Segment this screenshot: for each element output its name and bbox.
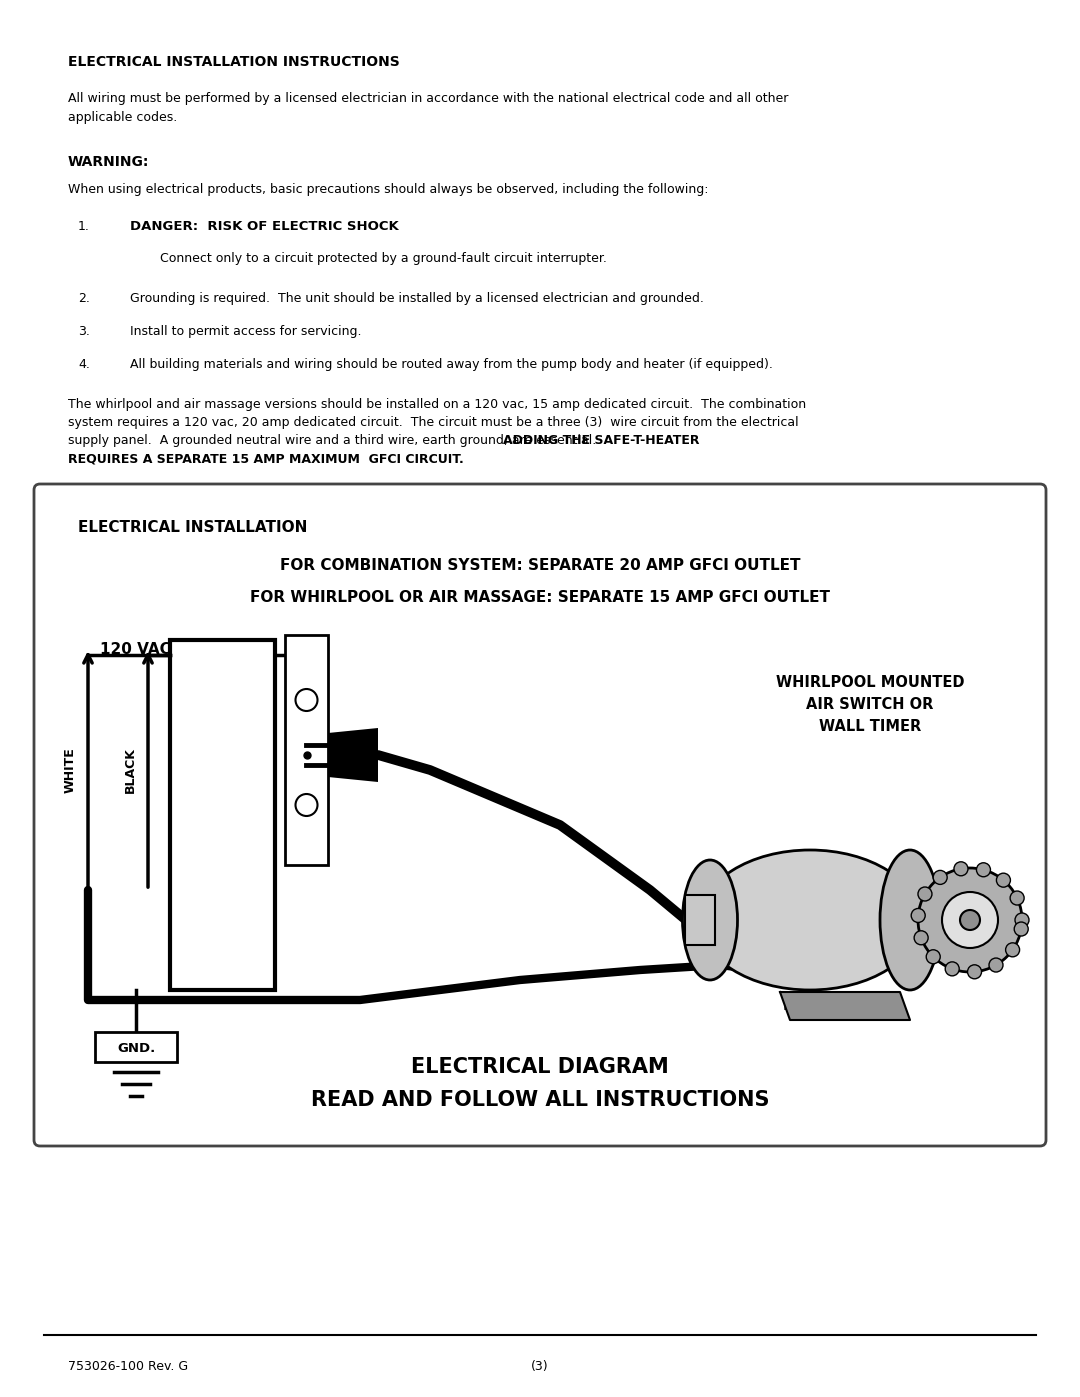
Text: WHIRLPOOL MOUNTED: WHIRLPOOL MOUNTED <box>775 675 964 690</box>
Text: All building materials and wiring should be routed away from the pump body and h: All building materials and wiring should… <box>130 358 773 372</box>
Text: ELECTRICAL DIAGRAM: ELECTRICAL DIAGRAM <box>411 1058 669 1077</box>
Circle shape <box>960 909 980 930</box>
Circle shape <box>296 689 318 711</box>
Text: 1.: 1. <box>78 219 90 233</box>
Ellipse shape <box>683 861 738 981</box>
Circle shape <box>1005 943 1020 957</box>
Text: 753026-100 Rev. G: 753026-100 Rev. G <box>68 1361 188 1373</box>
Text: 2.: 2. <box>78 292 90 305</box>
Circle shape <box>918 868 1022 972</box>
Circle shape <box>942 893 998 949</box>
Bar <box>170 640 275 990</box>
Text: Install to permit access for servicing.: Install to permit access for servicing. <box>130 326 362 338</box>
Circle shape <box>914 930 928 944</box>
Text: supply panel.  A grounded neutral wire and a third wire, earth ground, are essen: supply panel. A grounded neutral wire an… <box>68 434 604 447</box>
Text: WHITE: WHITE <box>64 747 77 793</box>
Circle shape <box>976 863 990 877</box>
Circle shape <box>1010 891 1024 905</box>
Circle shape <box>296 793 318 816</box>
Text: BLACK: BLACK <box>123 747 136 793</box>
Text: PUMP/MOTOR: PUMP/MOTOR <box>783 997 897 1013</box>
Bar <box>285 636 328 865</box>
Text: When using electrical products, basic precautions should always be observed, inc: When using electrical products, basic pr… <box>68 183 708 196</box>
Bar <box>95 1032 177 1062</box>
Text: 120 VAC: 120 VAC <box>100 643 171 657</box>
Bar <box>685 895 715 944</box>
Text: All wiring must be performed by a licensed electrician in accordance with the na: All wiring must be performed by a licens… <box>68 92 788 124</box>
Text: AIR SWITCH OR: AIR SWITCH OR <box>807 697 934 712</box>
Text: Connect only to a circuit protected by a ground-fault circuit interrupter.: Connect only to a circuit protected by a… <box>160 251 607 265</box>
Polygon shape <box>328 728 378 782</box>
Text: FOR COMBINATION SYSTEM: SEPARATE 20 AMP GFCI OUTLET: FOR COMBINATION SYSTEM: SEPARATE 20 AMP … <box>280 557 800 573</box>
Polygon shape <box>780 992 910 1020</box>
Text: 4.: 4. <box>78 358 90 372</box>
Text: ELECTRICAL INSTALLATION: ELECTRICAL INSTALLATION <box>78 520 308 535</box>
Ellipse shape <box>700 849 920 990</box>
Text: (3): (3) <box>531 1361 549 1373</box>
Text: GND.: GND. <box>117 1042 156 1055</box>
Circle shape <box>997 873 1011 887</box>
Text: ADDING THE SAFE-T-HEATER: ADDING THE SAFE-T-HEATER <box>503 434 700 447</box>
Circle shape <box>918 887 932 901</box>
Circle shape <box>927 950 941 964</box>
Ellipse shape <box>880 849 940 990</box>
Circle shape <box>968 965 982 979</box>
Text: 3.: 3. <box>78 326 90 338</box>
Circle shape <box>989 958 1003 972</box>
Text: WARNING:: WARNING: <box>68 155 149 169</box>
Circle shape <box>1015 914 1029 928</box>
Circle shape <box>912 908 926 922</box>
Text: The whirlpool and air massage versions should be installed on a 120 vac, 15 amp : The whirlpool and air massage versions s… <box>68 398 806 411</box>
Text: REQUIRES A SEPARATE 15 AMP MAXIMUM  GFCI CIRCUIT.: REQUIRES A SEPARATE 15 AMP MAXIMUM GFCI … <box>68 453 463 465</box>
Text: Grounding is required.  The unit should be installed by a licensed electrician a: Grounding is required. The unit should b… <box>130 292 704 305</box>
Text: DANGER:  RISK OF ELECTRIC SHOCK: DANGER: RISK OF ELECTRIC SHOCK <box>130 219 399 233</box>
Text: READ AND FOLLOW ALL INSTRUCTIONS: READ AND FOLLOW ALL INSTRUCTIONS <box>311 1090 769 1111</box>
Text: system requires a 120 vac, 20 amp dedicated circuit.  The circuit must be a thre: system requires a 120 vac, 20 amp dedica… <box>68 416 798 429</box>
Circle shape <box>933 870 947 884</box>
Circle shape <box>945 963 959 977</box>
Circle shape <box>954 862 968 876</box>
Circle shape <box>1014 922 1028 936</box>
Text: ELECTRICAL INSTALLATION INSTRUCTIONS: ELECTRICAL INSTALLATION INSTRUCTIONS <box>68 54 400 68</box>
Text: FOR WHIRLPOOL OR AIR MASSAGE: SEPARATE 15 AMP GFCI OUTLET: FOR WHIRLPOOL OR AIR MASSAGE: SEPARATE 1… <box>249 590 831 605</box>
FancyBboxPatch shape <box>33 483 1047 1146</box>
Text: WALL TIMER: WALL TIMER <box>819 719 921 733</box>
